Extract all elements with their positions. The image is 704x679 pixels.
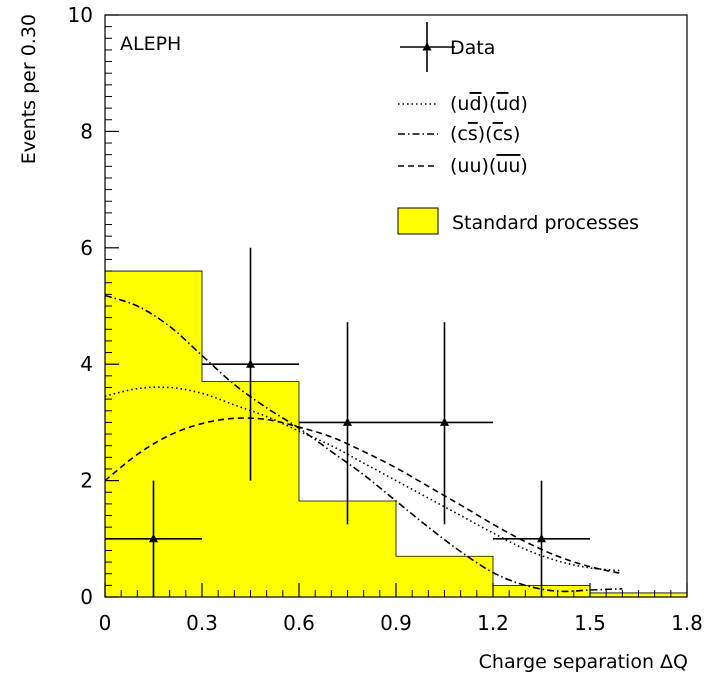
legend-item-dashed: (uu)(uu)	[398, 155, 528, 177]
legend-swatch-standard-processes	[397, 207, 439, 235]
legend-item-dotted: (ud)(ud)	[398, 93, 528, 115]
legend-label-part: c	[493, 123, 503, 145]
curve-layer	[104, 294, 623, 593]
curve-dotted	[104, 386, 623, 572]
histogram-layer	[104, 270, 688, 598]
x-tick-label: 1.2	[477, 611, 509, 635]
legend-label-part: u	[496, 93, 508, 115]
data-point	[493, 480, 590, 597]
tick-layer: 0 0.3 0.6 0.9 1.2 1.5 1.8 0 2 4 6 8 10	[68, 3, 703, 635]
legend-label-part: )(	[478, 123, 493, 145]
x-tick-label: 0	[99, 611, 112, 635]
y-axis-label: Events per 0.30	[18, 14, 40, 164]
curve-dashdot	[104, 294, 623, 593]
legend-label-part: s)	[503, 123, 520, 145]
y-tick-label: 0	[80, 585, 93, 609]
y-tick-label: 4	[80, 352, 93, 376]
experiment-label: ALEPH	[120, 33, 181, 55]
legend: Data(ud)(ud)(cs)(cs)(uu)(uu)Standard pro…	[397, 22, 639, 235]
legend-label-dashed: (uu)(uu)	[450, 155, 528, 177]
legend-label-part: (u	[450, 93, 469, 115]
legend-item-standard-processes: Standard processes	[397, 207, 639, 235]
y-tick-label: 10	[68, 3, 93, 27]
legend-label-dotted: (ud)(ud)	[450, 93, 528, 115]
legend-label-part: d)	[508, 93, 527, 115]
legend-label-part: (c	[450, 123, 468, 145]
legend-label-part: s	[468, 123, 478, 145]
y-tick-label: 2	[80, 469, 93, 493]
x-axis-label: Charge separation ΔQ	[479, 651, 688, 673]
legend-label-standard-processes: Standard processes	[452, 212, 639, 234]
legend-label-data: Data	[450, 37, 495, 59]
legend-label-part: d	[469, 93, 481, 115]
data-marker-triangle	[343, 417, 352, 426]
x-tick-label: 0.6	[283, 611, 315, 635]
x-tick-label: 1.5	[574, 611, 606, 635]
legend-label-part: (uu)(	[450, 155, 496, 177]
x-tick-label: 0.9	[380, 611, 412, 635]
data-marker-triangle	[149, 533, 158, 543]
legend-label-part: uu	[496, 155, 520, 177]
legend-label-dashdot: (cs)(cs)	[450, 123, 520, 145]
data-marker-triangle	[246, 359, 255, 368]
legend-item-dashdot: (cs)(cs)	[398, 123, 520, 145]
data-point	[202, 247, 299, 481]
standard-processes-histogram	[104, 270, 688, 598]
legend-item-data: Data	[400, 22, 495, 72]
data-point	[396, 322, 493, 525]
x-tick-label: 1.8	[671, 611, 703, 635]
data-marker-triangle	[537, 533, 546, 543]
y-tick-label: 8	[80, 119, 93, 143]
data-marker-triangle	[440, 417, 449, 426]
data-point	[105, 480, 202, 597]
y-tick-label: 6	[80, 236, 93, 260]
data-point	[299, 322, 396, 525]
legend-label-part: )(	[482, 93, 497, 115]
legend-data-marker	[422, 42, 432, 51]
curve-dashed	[104, 417, 623, 575]
data-points-layer	[105, 247, 590, 597]
x-tick-label: 0.3	[186, 611, 218, 635]
legend-label-part: )	[520, 155, 527, 177]
